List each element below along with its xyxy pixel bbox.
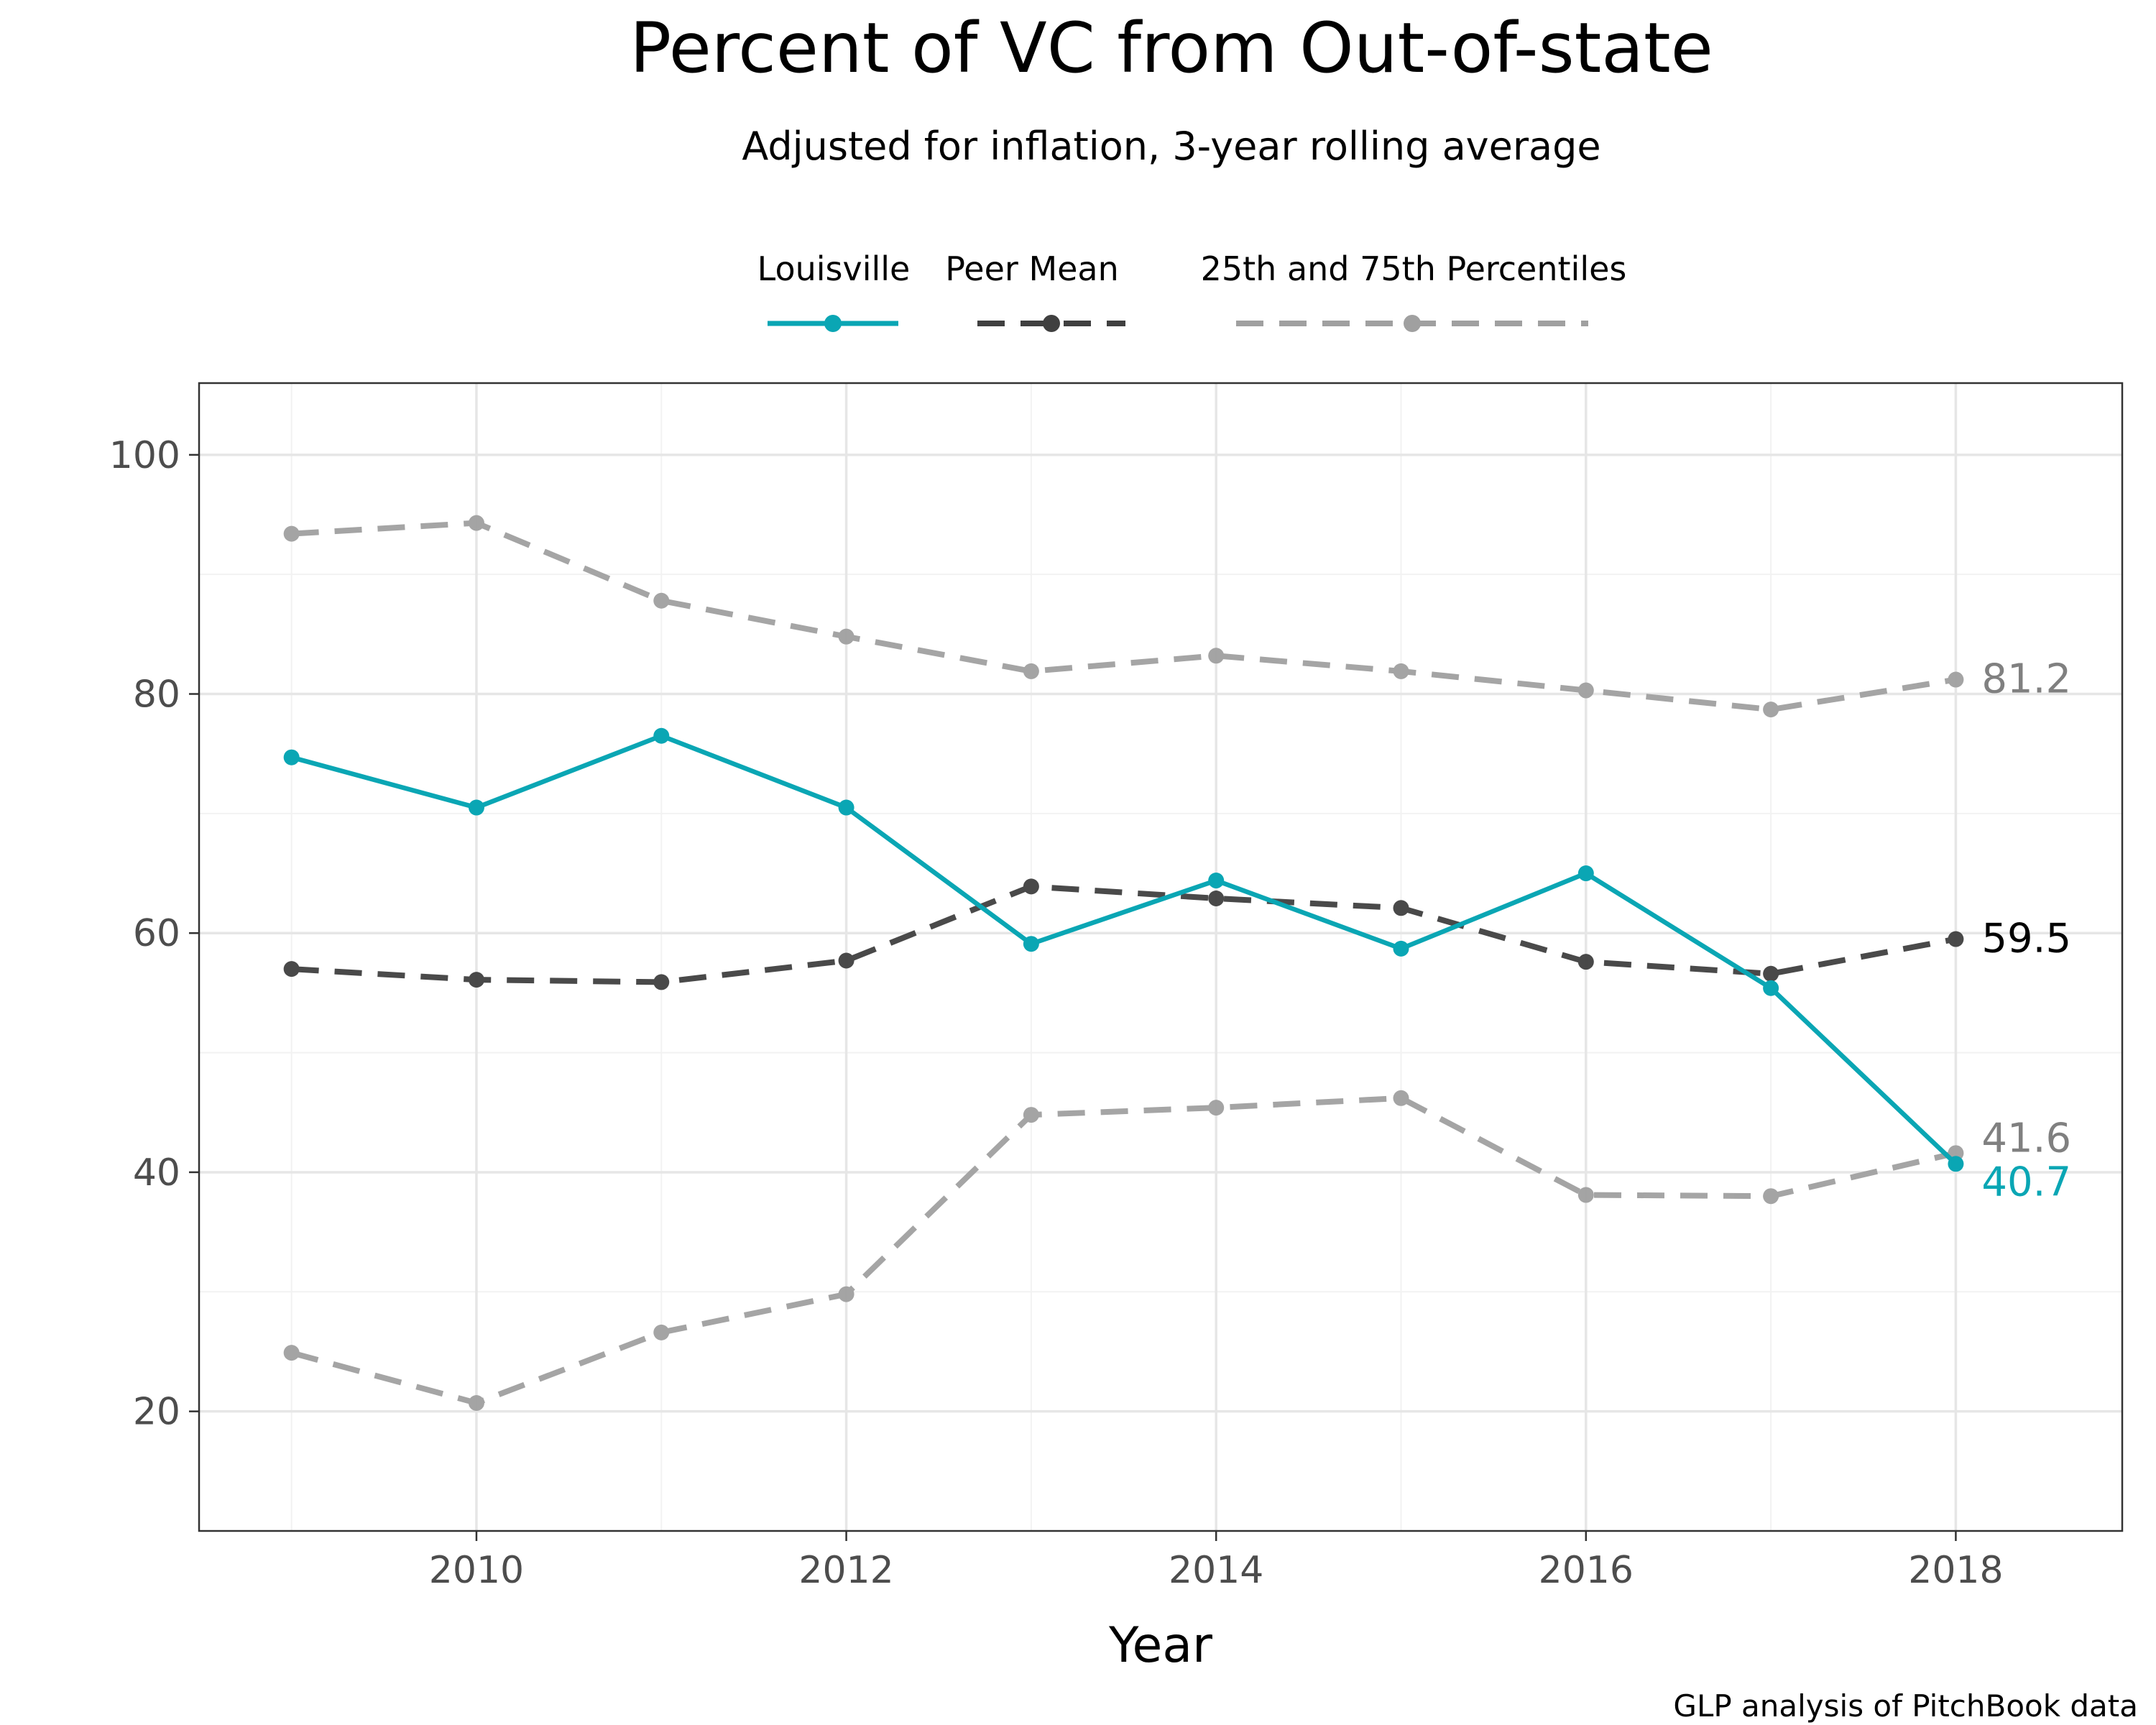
data-point — [1023, 1107, 1039, 1123]
y-tick-label: 20 — [133, 1391, 180, 1434]
x-tick-label: 2018 — [1908, 1549, 2003, 1592]
x-tick-label: 2010 — [429, 1549, 524, 1592]
data-point — [283, 1345, 300, 1361]
y-tick-label: 40 — [133, 1151, 180, 1195]
end-label: 59.5 — [1981, 916, 2071, 962]
series-line — [291, 520, 1957, 713]
data-point — [1393, 1090, 1409, 1106]
y-tick-label: 80 — [133, 673, 180, 717]
data-point — [1577, 1187, 1594, 1203]
data-point — [283, 525, 300, 542]
data-point — [653, 974, 670, 990]
legend-key-point — [824, 315, 842, 332]
y-axis: 20 40 60 80 100 — [109, 434, 199, 1434]
data-point — [1577, 682, 1594, 699]
data-point — [1208, 648, 1225, 664]
x-tick-label: 2012 — [798, 1549, 893, 1592]
x-tick-label: 2016 — [1539, 1549, 1634, 1592]
data-point — [1763, 1188, 1779, 1205]
data-point — [1023, 936, 1039, 952]
plot-panel: 40.7 59.5 81.2 41.6 — [198, 382, 2124, 1532]
data-point — [468, 515, 484, 531]
data-point — [1577, 954, 1594, 970]
end-label: 41.6 — [1981, 1115, 2071, 1162]
series-75th-percentile — [283, 515, 1964, 718]
data-point — [1023, 663, 1039, 679]
data-point — [1208, 1100, 1225, 1116]
data-point — [1393, 663, 1409, 679]
series-line — [291, 883, 1957, 985]
data-point — [838, 799, 854, 816]
data-point — [468, 1395, 484, 1412]
data-point — [1208, 873, 1225, 889]
series-layer — [283, 515, 1964, 1412]
end-labels: 40.7 59.5 81.2 41.6 — [1981, 656, 2071, 1206]
series-line — [290, 1095, 1957, 1407]
data-point — [653, 727, 670, 744]
series-peer-mean — [283, 878, 1964, 990]
x-axis-title: Year — [1108, 1617, 1212, 1674]
panel-border — [198, 382, 2124, 1532]
data-point — [838, 1286, 854, 1302]
chart-subtitle: Adjusted for inflation, 3-year rolling a… — [742, 124, 1600, 169]
legend-key-point — [1404, 315, 1421, 332]
data-point — [1208, 890, 1225, 906]
x-tick-label: 2014 — [1169, 1549, 1263, 1592]
data-point — [1023, 878, 1039, 895]
data-point — [653, 1324, 670, 1340]
end-label: 40.7 — [1981, 1159, 2071, 1205]
data-point — [1948, 931, 1964, 947]
data-point — [838, 952, 854, 969]
data-point — [1393, 940, 1409, 957]
legend-item: Peer Mean — [945, 249, 1125, 332]
end-label: 81.2 — [1981, 656, 2071, 703]
y-tick-label: 60 — [133, 912, 180, 955]
data-point — [468, 799, 484, 816]
data-point — [1393, 900, 1409, 916]
data-point — [1763, 965, 1779, 982]
chart-title: Percent of VC from Out-of-state — [630, 8, 1713, 88]
data-point — [1577, 865, 1594, 882]
data-point — [1763, 980, 1779, 996]
legend-label: Louisville — [757, 249, 911, 288]
legend-label: 25th and 75th Percentiles — [1201, 249, 1627, 288]
data-point — [653, 592, 670, 609]
legend-item: 25th and 75th Percentiles — [1201, 249, 1627, 332]
legend-label: Peer Mean — [945, 249, 1119, 288]
data-point — [1948, 1156, 1964, 1172]
caption: GLP analysis of PitchBook data — [1673, 1688, 2138, 1724]
data-point — [838, 628, 854, 645]
legend: Louisville Peer Mean 25th and 75th Percent… — [757, 249, 1627, 332]
y-tick-label: 100 — [109, 434, 180, 477]
data-point — [1948, 671, 1964, 688]
data-point — [283, 749, 300, 765]
data-point — [468, 972, 484, 988]
legend-item: Louisville — [757, 249, 911, 332]
series-louisville — [283, 727, 1964, 1172]
legend-key-point — [1043, 315, 1060, 332]
data-point — [283, 961, 300, 978]
x-axis: 2010 2012 2014 2016 2018 — [429, 1531, 2004, 1592]
data-point — [1763, 702, 1779, 718]
panel-background — [199, 383, 2122, 1531]
series-line — [290, 733, 1958, 1166]
